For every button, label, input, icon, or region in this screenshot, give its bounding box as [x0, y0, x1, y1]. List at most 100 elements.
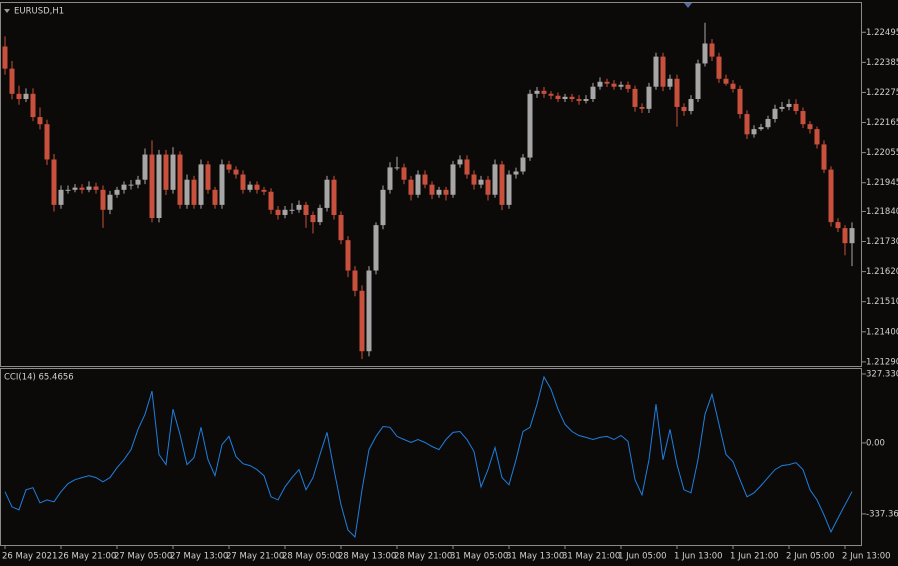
candle-body: [653, 56, 659, 87]
symbol-title: EURUSD,H1: [14, 7, 64, 17]
candle-body: [128, 184, 134, 186]
candle-body: [86, 186, 92, 190]
candle-body: [72, 187, 78, 190]
candle-body: [401, 167, 407, 180]
y-tick-label: 1.21290: [866, 357, 898, 367]
candle-body: [576, 99, 582, 101]
candle-body: [2, 46, 8, 69]
x-tick-label: 26 May 2021: [2, 552, 57, 562]
candle-body: [821, 144, 827, 170]
candle-body: [793, 103, 799, 112]
candle-body: [156, 154, 162, 219]
x-tick-label: 31 May 21:00: [562, 552, 620, 562]
x-tick-label: 2 Jun 05:00: [786, 552, 835, 562]
candle-body: [849, 228, 855, 244]
candle-body: [485, 179, 491, 195]
menu-arrow[interactable]: [4, 9, 10, 13]
y-tick-label: 1.22055: [866, 148, 898, 158]
shift-marker: [684, 3, 692, 8]
candle-body: [765, 118, 771, 128]
candle-body: [737, 88, 743, 115]
candle-body: [44, 124, 50, 160]
candle-body: [51, 159, 57, 205]
candle-body: [513, 171, 519, 175]
candle-body: [254, 184, 260, 190]
y-tick-label: 1.22165: [866, 118, 898, 128]
candle-body: [779, 106, 785, 109]
candle-body: [100, 189, 106, 210]
candle-body: [562, 96, 568, 100]
candle-body: [23, 93, 29, 100]
candle-body: [107, 194, 113, 210]
x-tick-label: 31 May 05:00: [450, 552, 508, 562]
candle-body: [331, 179, 337, 216]
candle-body: [9, 68, 15, 94]
candle-body: [702, 43, 708, 64]
candle-body: [65, 189, 71, 191]
candle-body: [639, 106, 645, 109]
x-tick-label: 27 May 21:00: [226, 552, 284, 562]
candle-body: [835, 222, 841, 229]
candle-body: [625, 84, 631, 89]
candle-body: [233, 169, 239, 175]
candle-body: [422, 174, 428, 185]
candle-body: [380, 189, 386, 226]
candle-body: [226, 164, 232, 170]
candle-body: [569, 96, 575, 100]
candle-body: [219, 164, 225, 205]
indicator-title: CCI(14) 65.4656: [4, 373, 74, 383]
candle-body: [352, 270, 358, 291]
candle-body: [723, 78, 729, 84]
x-tick-label: 27 May 05:00: [114, 552, 172, 562]
candle-body: [478, 179, 484, 185]
candle-body: [58, 189, 64, 205]
candle-body: [807, 124, 813, 130]
candle-body: [709, 43, 715, 57]
candle-body: [184, 179, 190, 205]
candle-body: [828, 169, 834, 223]
candle-body: [632, 88, 638, 107]
candle-body: [359, 290, 365, 352]
candle-body: [373, 225, 379, 271]
x-tick-label: 28 May 21:00: [394, 552, 452, 562]
candle-body: [163, 154, 169, 190]
candle-body: [30, 93, 36, 118]
candle-body: [282, 209, 288, 216]
candle-body: [534, 90, 540, 94]
candle-body: [604, 81, 610, 84]
x-tick-label: 31 May 13:00: [506, 552, 564, 562]
candle-body: [751, 129, 757, 135]
candle-body: [464, 159, 470, 175]
candle-body: [205, 164, 211, 190]
candle-body: [744, 114, 750, 135]
candle-body: [436, 189, 442, 195]
cci-line: [4, 375, 853, 539]
candle-body: [16, 93, 22, 100]
candle-body: [471, 174, 477, 185]
candle-body: [135, 179, 141, 185]
candle-body: [149, 154, 155, 219]
y-tick-label: 1.21840: [866, 207, 898, 217]
candle-body: [408, 179, 414, 195]
price-panel: [0, 2, 862, 367]
candle-body: [611, 83, 617, 87]
candle-body: [142, 154, 148, 180]
x-tick-label: 26 May 21:00: [58, 552, 116, 562]
candle-body: [457, 159, 463, 165]
candle-body: [499, 164, 505, 205]
candle-body: [492, 164, 498, 195]
candle-body: [618, 84, 624, 87]
candle-body: [212, 189, 218, 205]
candle-body: [303, 204, 309, 216]
candle-body: [394, 167, 400, 169]
candle-body: [555, 95, 561, 100]
candle-body: [93, 186, 99, 190]
candle-body: [37, 117, 43, 125]
candle-body: [247, 184, 253, 190]
candle-body: [646, 86, 652, 109]
y-tick-label: 1.21945: [866, 178, 898, 188]
candle-body: [345, 240, 351, 271]
candle-body: [415, 174, 421, 195]
